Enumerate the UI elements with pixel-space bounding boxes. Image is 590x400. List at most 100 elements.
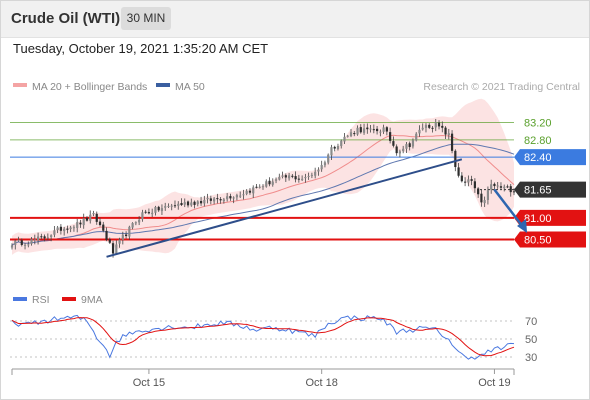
- rsi-9ma-line: [11, 317, 515, 357]
- candle-body: [278, 176, 281, 180]
- forecast-arrow-shaft: [493, 188, 525, 228]
- candle-body: [23, 244, 27, 246]
- candle-body: [144, 211, 147, 213]
- candle-body: [209, 198, 212, 201]
- candle-body: [496, 185, 499, 187]
- candle-body: [134, 222, 137, 224]
- candle-body: [503, 186, 506, 189]
- candle-body: [222, 199, 225, 202]
- candle-body: [441, 125, 444, 128]
- candle-body: [14, 240, 17, 245]
- level-tag-82-40: [514, 149, 586, 166]
- candle-body: [76, 222, 79, 228]
- candle-body: [40, 236, 43, 238]
- legend-label-ma50: MA 50: [175, 81, 205, 93]
- candle-body: [450, 133, 454, 151]
- candle-body: [310, 174, 313, 176]
- candle-body: [307, 175, 310, 177]
- candle-body: [506, 186, 509, 188]
- candle-body: [177, 203, 180, 206]
- candle-body: [301, 178, 304, 180]
- candle-body: [294, 176, 297, 180]
- candle-body: [216, 198, 219, 200]
- candle-body: [33, 239, 36, 241]
- candle-body: [36, 236, 40, 241]
- candle-body: [336, 146, 340, 150]
- candle-body: [69, 227, 72, 230]
- level-label-81-00: 81.00: [524, 213, 552, 225]
- candle-body: [108, 239, 111, 243]
- candle-body: [499, 186, 503, 188]
- candle-body: [395, 146, 398, 154]
- candle-body: [402, 148, 405, 152]
- candle-body: [369, 128, 372, 130]
- candle-body: [333, 146, 336, 149]
- legend-swatch-ma50: [156, 83, 170, 87]
- bollinger-band-area: [12, 98, 514, 255]
- candle-body: [20, 240, 23, 245]
- candle-body: [82, 218, 85, 226]
- candle-body: [323, 162, 327, 166]
- candle-body: [389, 132, 392, 141]
- candle-body: [121, 234, 124, 240]
- timeframe-button[interactable]: 30 MIN: [121, 7, 171, 30]
- candle-body: [304, 177, 307, 179]
- candle-body: [43, 236, 46, 239]
- candle-body: [229, 196, 232, 199]
- level-label-81-65: 81.65: [524, 185, 552, 197]
- candle-body: [85, 217, 89, 221]
- candle-body: [164, 206, 167, 208]
- level-tag-80-50: [514, 231, 586, 248]
- candle-body: [271, 181, 274, 185]
- candle-body: [493, 183, 496, 187]
- candle-body: [154, 207, 157, 213]
- candle-body: [444, 127, 447, 135]
- candle-body: [118, 239, 121, 244]
- candle-body: [242, 194, 245, 196]
- candle-body: [385, 127, 388, 132]
- candle-body: [464, 181, 467, 183]
- candle-body: [105, 230, 108, 240]
- x-tick-label-oct-19: Oct 19: [478, 377, 510, 389]
- legend-label-9ma: 9MA: [81, 294, 103, 306]
- candle-body: [320, 164, 323, 170]
- candle-body: [284, 175, 287, 178]
- rsi-tick-30: 30: [525, 352, 537, 364]
- candle-body: [340, 140, 343, 146]
- candle-body: [460, 175, 463, 182]
- candle-body: [30, 239, 33, 244]
- candle-body: [190, 202, 193, 206]
- ma20-line: [11, 134, 515, 246]
- candle-body: [398, 151, 402, 154]
- candle-body: [196, 201, 199, 205]
- credit-text: Research © 2021 Trading Central: [423, 81, 580, 93]
- candle-body: [173, 205, 177, 207]
- candle-body: [490, 184, 493, 190]
- legend-swatch-ma20: [13, 83, 27, 87]
- candle-body: [258, 186, 261, 188]
- level-label-80-50: 80.50: [524, 234, 552, 246]
- rsi-tick-50: 50: [525, 334, 537, 346]
- candle-body: [470, 179, 473, 181]
- candle-body: [265, 181, 268, 187]
- candle-body: [141, 212, 144, 220]
- candle-body: [79, 222, 82, 225]
- candle-body: [477, 188, 480, 195]
- candle-body: [437, 122, 441, 127]
- candle-body: [128, 226, 131, 237]
- candle-body: [50, 235, 53, 238]
- candle-body: [379, 131, 382, 133]
- candle-body: [408, 143, 411, 148]
- x-tick-label-oct-15: Oct 15: [133, 377, 165, 389]
- candle-body: [467, 179, 470, 183]
- candle-body: [480, 193, 483, 203]
- candle-body: [486, 190, 490, 200]
- candle-body: [53, 230, 56, 235]
- candle-body: [382, 127, 385, 132]
- candle-body: [56, 227, 59, 231]
- level-tag-81-00: [514, 209, 586, 226]
- candle-body: [428, 124, 431, 128]
- candle-body: [327, 154, 330, 163]
- candle-body: [27, 244, 30, 246]
- candle-body: [92, 213, 95, 215]
